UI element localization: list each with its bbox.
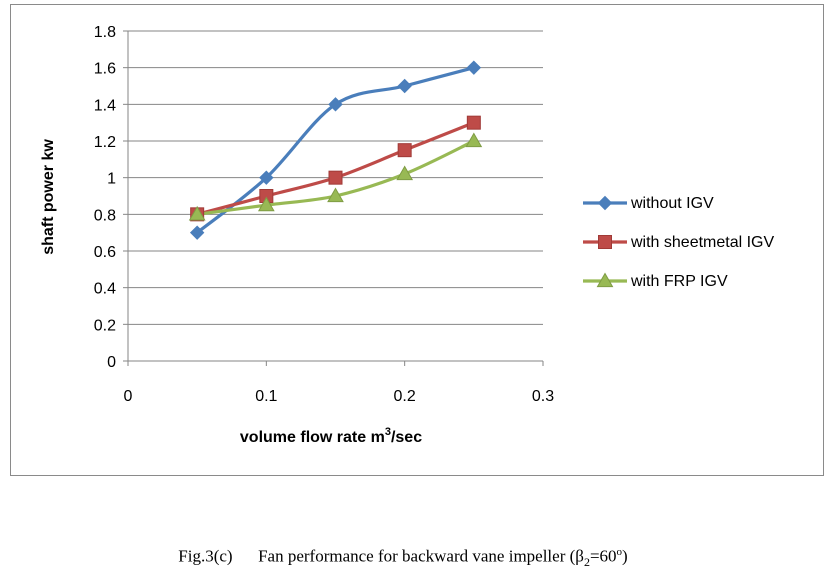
data-point-s3-p1 bbox=[188, 205, 206, 221]
y-axis-title: shaft power kw bbox=[40, 139, 57, 255]
legend-label-3: with FRP IGV bbox=[630, 273, 728, 290]
axes: 0 0.2 0.4 0.6 0.8 1 1.2 1.4 1.6 1.8 0 0.1 0.2 0.3 bbox=[94, 24, 554, 405]
y-tick-label: 0.8 bbox=[94, 207, 116, 224]
data-point-s3-p3 bbox=[327, 187, 344, 203]
y-tick-label: 1.2 bbox=[94, 134, 116, 151]
x-tick-label: 0 bbox=[124, 388, 133, 405]
y-tick-label: 1.6 bbox=[94, 61, 116, 78]
figure-number: Fig.3(c) bbox=[178, 546, 233, 566]
data-point-s2-p4 bbox=[397, 143, 412, 158]
data-point-s2-p3 bbox=[328, 170, 343, 185]
legend-label-2: with sheetmetal IGV bbox=[630, 234, 775, 251]
data-point-s1-p5 bbox=[466, 60, 482, 75]
y-tick-label: 0 bbox=[107, 354, 116, 371]
caption-suffix: =60 bbox=[589, 546, 617, 566]
x-tick-label: 0.3 bbox=[532, 388, 554, 405]
legend-label-1: without IGV bbox=[630, 195, 714, 212]
data-point-s1-p3 bbox=[328, 97, 343, 112]
caption-degree: o bbox=[616, 546, 623, 558]
x-tick-label: 0.2 bbox=[394, 388, 416, 405]
legend-marker-3 bbox=[596, 272, 614, 288]
y-tick-label: 0.2 bbox=[94, 317, 116, 334]
y-tick-label: 0.6 bbox=[94, 244, 116, 261]
y-tick-label: 1 bbox=[107, 171, 116, 188]
data-point-s1-p1 bbox=[189, 225, 205, 240]
data-point-s1-p4 bbox=[397, 78, 412, 94]
y-tick-label: 1.8 bbox=[94, 24, 116, 41]
legend-marker-2 bbox=[598, 235, 612, 249]
y-tick-label: 0.4 bbox=[94, 281, 116, 298]
series-lines bbox=[195, 66, 476, 235]
caption-close: ) bbox=[622, 546, 628, 566]
series-markers bbox=[188, 60, 483, 240]
caption-text: Fan performance for backward vane impell… bbox=[258, 546, 584, 566]
data-point-s3-p2 bbox=[257, 196, 275, 212]
legend: without IGV with sheetmetal IGV with FRP I… bbox=[583, 195, 775, 290]
line-chart: 0 0.2 0.4 0.6 0.8 1 1.2 1.4 1.6 1.8 0 0.1 0.2 0.3 wit… bbox=[40, 24, 775, 446]
data-point-s2-p5 bbox=[466, 115, 481, 130]
data-point-s1-p2 bbox=[259, 170, 274, 185]
x-axis-title: volume flow rate m3/sec bbox=[240, 426, 422, 446]
legend-marker-1 bbox=[597, 195, 613, 211]
caption-subscript: 2 bbox=[583, 555, 590, 570]
y-tick-label: 1.4 bbox=[94, 97, 116, 114]
chart-frame: 0 0.2 0.4 0.6 0.8 1 1.2 1.4 1.6 1.8 0 0.1 0.2 0.3 wit… bbox=[10, 4, 824, 476]
data-point-s3-p4 bbox=[396, 165, 414, 181]
x-tick-label: 0.1 bbox=[255, 388, 277, 405]
data-point-s3-p5 bbox=[465, 132, 483, 148]
figure-caption: Fig.3(c) Fan performance for backward va… bbox=[0, 546, 806, 570]
